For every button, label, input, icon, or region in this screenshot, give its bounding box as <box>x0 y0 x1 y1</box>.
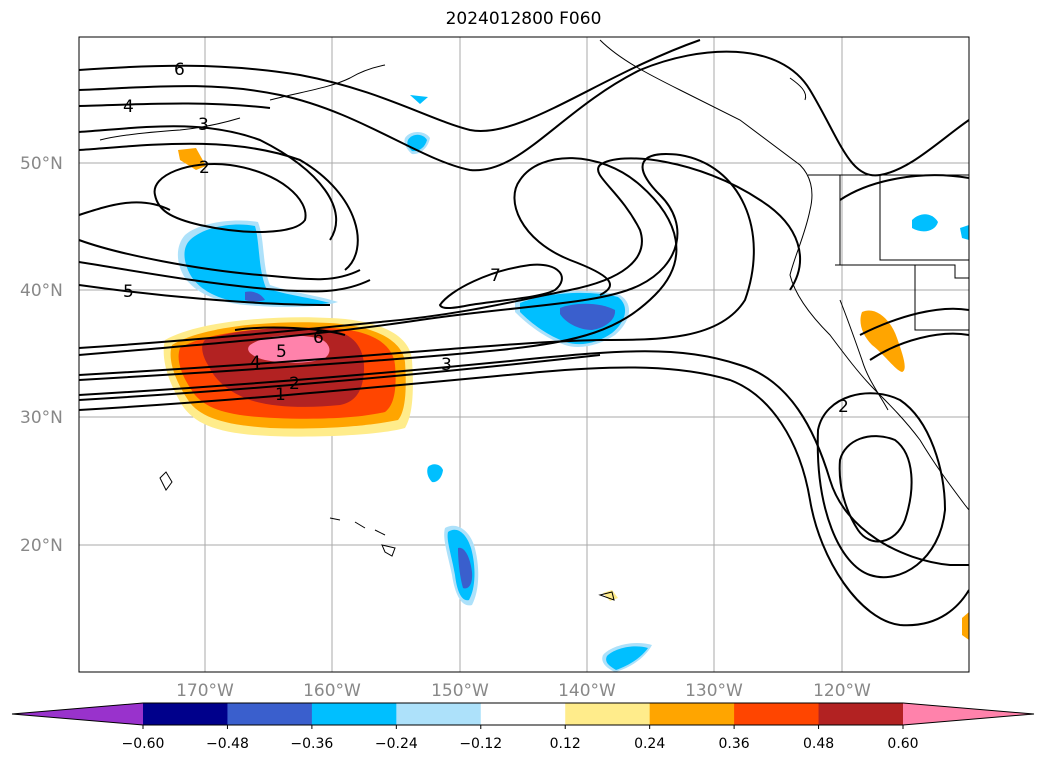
map-title: 2024012800 F060 <box>445 9 602 29</box>
lat-label: 30°N <box>20 408 63 428</box>
contour-label: 4 <box>123 97 134 117</box>
lon-label: 120°W <box>813 681 871 701</box>
contour-label: 5 <box>276 342 287 362</box>
longitude-labels: 170°W 160°W 150°W 140°W 130°W 120°W <box>176 681 871 701</box>
lat-label: 20°N <box>20 536 63 556</box>
lon-label: 140°W <box>558 681 616 701</box>
colorbar-segment <box>565 703 651 725</box>
lon-label: 130°W <box>685 681 743 701</box>
lon-label: 150°W <box>431 681 489 701</box>
negative-anomaly-west <box>177 220 338 307</box>
colorbar-segment <box>480 703 566 725</box>
colorbar-segment <box>227 703 313 725</box>
lon-label: 170°W <box>176 681 234 701</box>
colorbar-tick-label: 0.48 <box>803 736 834 752</box>
contour-label: 5 <box>123 282 134 302</box>
colorbar-segment <box>143 703 228 725</box>
colorbar-extend-min <box>12 703 143 725</box>
colorbar-extend-max <box>903 703 1034 725</box>
colorbar-tick-label: −0.36 <box>290 736 333 752</box>
latitude-labels: 50°N 40°N 30°N 20°N <box>20 154 63 556</box>
contour-label: 3 <box>441 355 452 375</box>
positive-anomaly-main <box>163 317 413 437</box>
colorbar-tick-label: 0.60 <box>887 736 918 752</box>
lat-label: 50°N <box>20 154 63 174</box>
contour-label: 2 <box>199 158 210 178</box>
colorbar-segment <box>396 703 482 725</box>
colorbar-tick-label: 0.12 <box>550 736 581 752</box>
colorbar-segment <box>649 703 735 725</box>
contour-label: 3 <box>198 115 209 135</box>
map-plot-area: 6 4 3 2 5 7 6 5 4 2 1 3 2 <box>79 37 969 672</box>
contour-label: 7 <box>490 266 501 286</box>
colorbar-tick-label: −0.60 <box>122 736 165 752</box>
contour-label: 4 <box>250 353 261 373</box>
map-frame <box>78 36 970 673</box>
contour-labels: 6 4 3 2 5 7 6 5 4 2 1 3 2 <box>123 60 849 417</box>
contour-label: 6 <box>313 328 324 348</box>
colorbar-tick-label: 0.36 <box>719 736 750 752</box>
lat-label: 40°N <box>20 281 63 301</box>
contour-label: 2 <box>838 397 849 417</box>
contour-label: 6 <box>174 60 185 80</box>
colorbar-tick-label: −0.12 <box>459 736 502 752</box>
colorbar-tick-label: −0.24 <box>375 736 418 752</box>
colorbar: −0.60 −0.48 −0.36 −0.24 −0.12 0.12 0.24 0.36 0.4… <box>11 702 1035 752</box>
colorbar-tick-label: 0.24 <box>634 736 665 752</box>
coastlines <box>99 39 969 601</box>
colorbar-segment <box>311 703 397 725</box>
contour-label: 1 <box>275 385 286 405</box>
lon-label: 160°W <box>303 681 361 701</box>
colorbar-segment <box>734 703 820 725</box>
colorbar-segment <box>818 703 904 725</box>
contour-label: 2 <box>289 374 300 394</box>
colorbar-tick-label: −0.48 <box>206 736 249 752</box>
height-contours <box>79 39 969 627</box>
